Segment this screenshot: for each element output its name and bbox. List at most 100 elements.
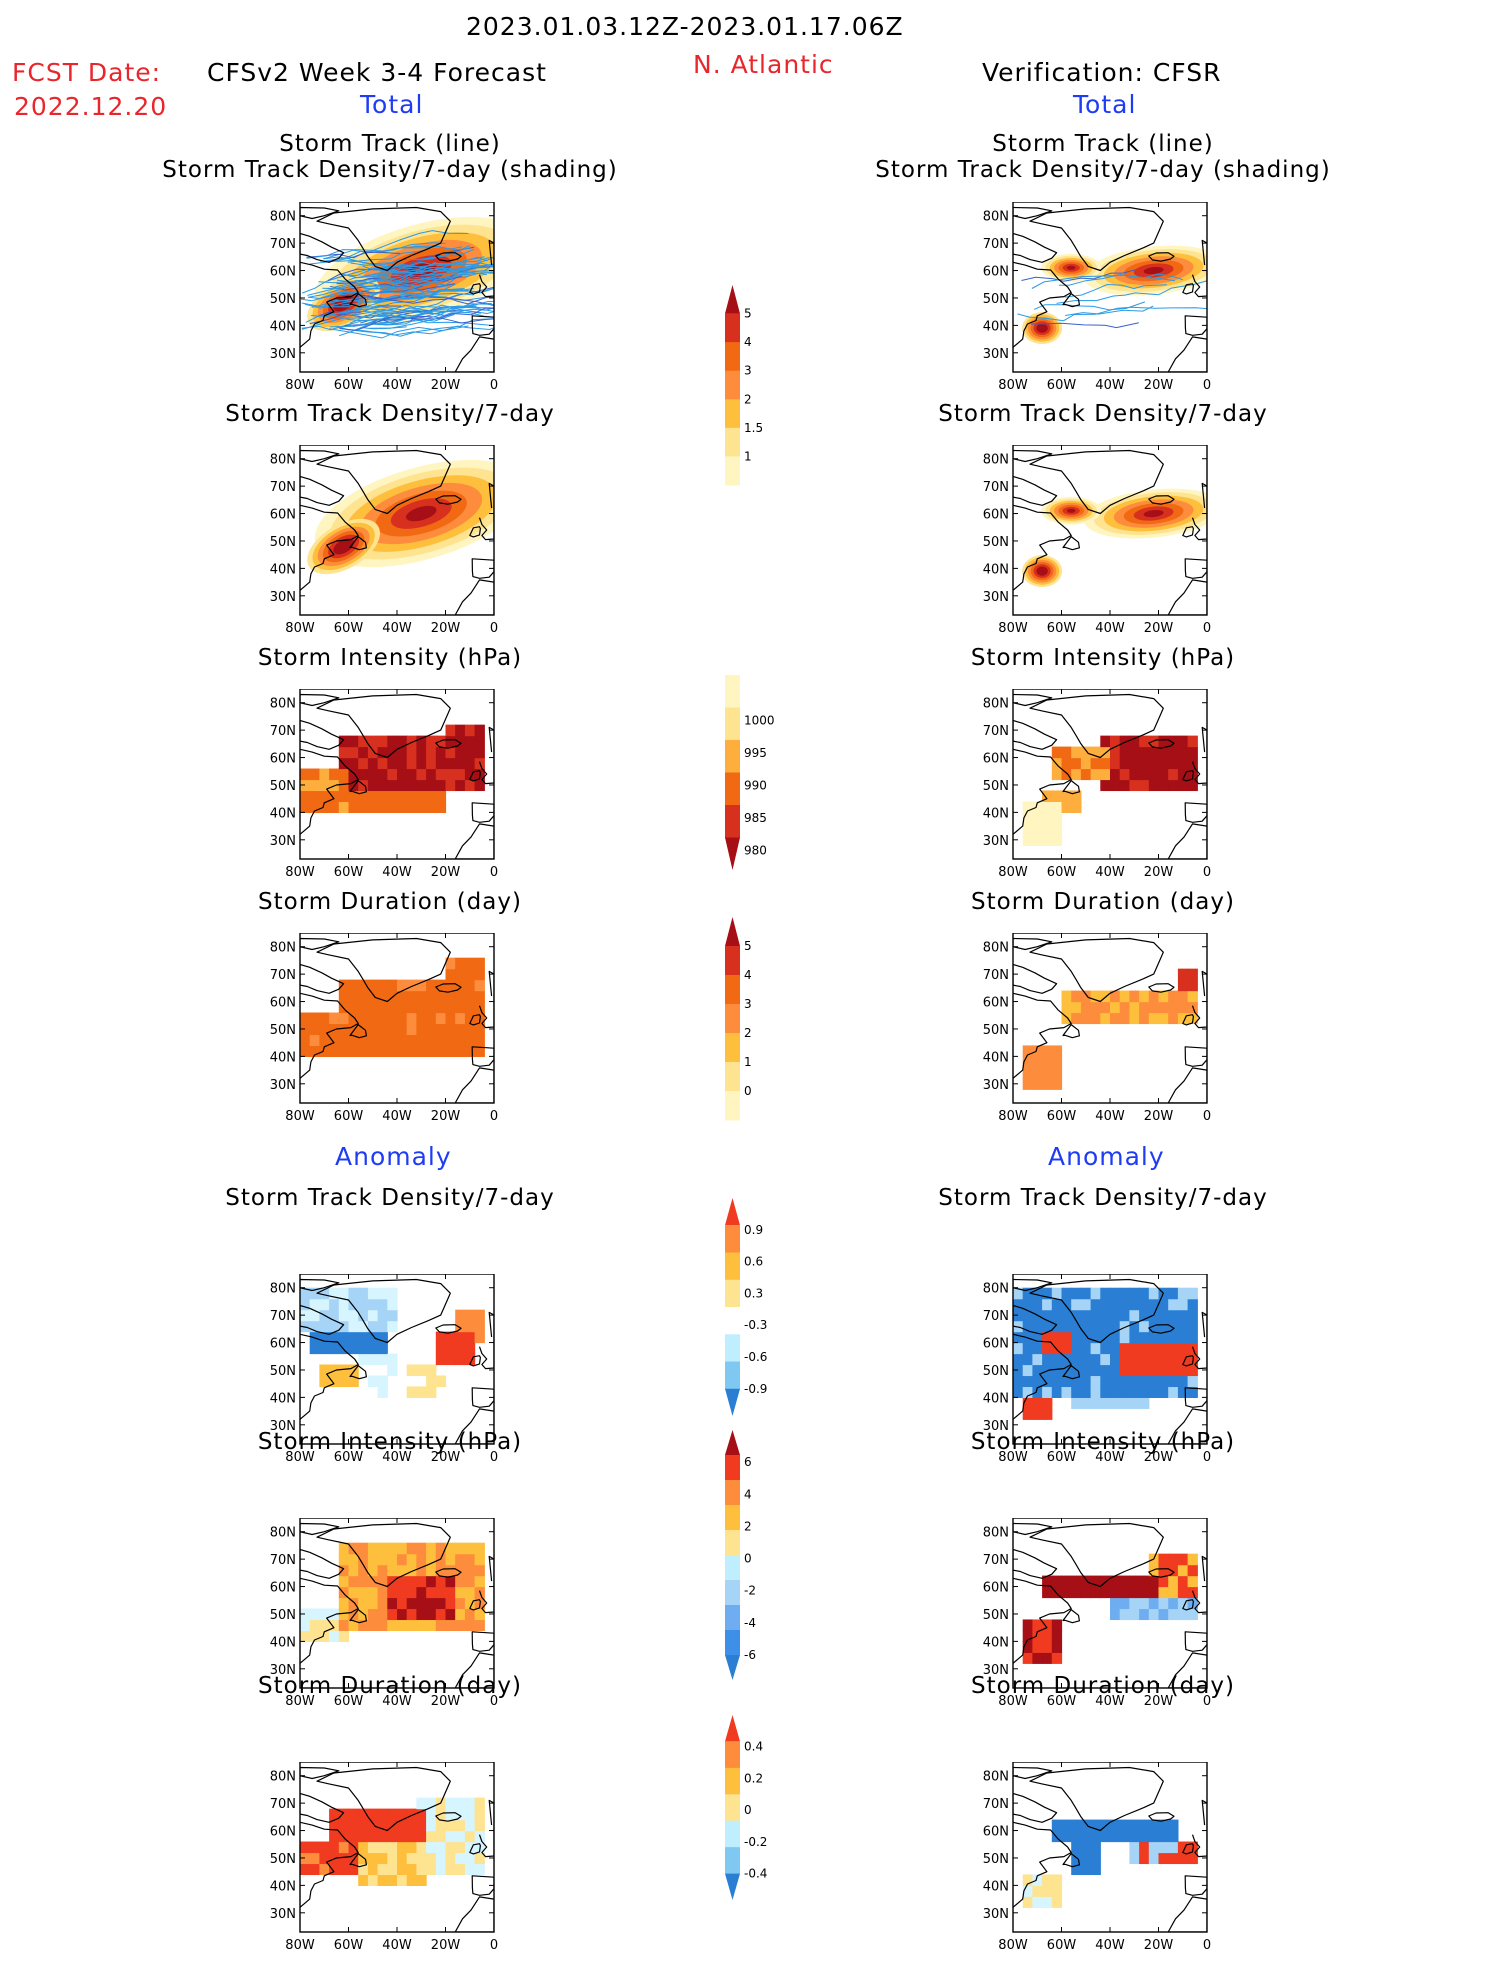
grid-cell bbox=[464, 757, 476, 770]
grid-cell bbox=[1071, 1819, 1082, 1832]
grid-cell bbox=[464, 990, 476, 1003]
grid-cell bbox=[377, 990, 388, 1003]
grid-cell bbox=[319, 1012, 330, 1025]
grid-cell bbox=[377, 757, 388, 770]
grid-cell bbox=[319, 1298, 330, 1311]
grid-cell bbox=[1090, 1586, 1101, 1599]
grid-cell bbox=[1187, 1564, 1198, 1577]
grid-cell bbox=[377, 1331, 388, 1344]
right-p4-duration-map: 80N 70N 60N 50N 40N 30N 80W 60W 40W 20W 0 bbox=[965, 932, 1219, 1133]
grid-cell bbox=[1042, 1885, 1053, 1897]
left-p7-duration-anom-map-svg: 80N 70N 60N 50N 40N 30N 80W 60W 40W 20W 0 bbox=[270, 1761, 498, 1953]
colorbar-tick-label: 5 bbox=[744, 307, 752, 321]
grid-cell bbox=[367, 1863, 379, 1876]
colorbar-swatch bbox=[725, 1307, 740, 1335]
grid-cell bbox=[338, 1852, 350, 1865]
grid-cell bbox=[1022, 801, 1033, 813]
grid-cell bbox=[1177, 1375, 1189, 1388]
left-p1-title-line: Storm Track (line) bbox=[279, 131, 501, 157]
grid-cell bbox=[435, 790, 447, 803]
grid-cell bbox=[416, 1808, 427, 1821]
grid-cell bbox=[455, 1808, 466, 1821]
right-p3-intensity-map: 80N 70N 60N 50N 40N 30N 80W 60W 40W 20W 0 bbox=[965, 688, 1219, 889]
grid-cell bbox=[387, 1852, 398, 1865]
grid-cell bbox=[1187, 735, 1198, 748]
grid-cell bbox=[1119, 1331, 1130, 1344]
grid-cell bbox=[309, 1023, 320, 1036]
colorbar-swatch bbox=[725, 1873, 740, 1900]
grid-cell bbox=[1061, 757, 1072, 770]
coastline bbox=[300, 449, 494, 615]
right-p2-density-map: 80N 70N 60N 50N 40N 30N 80W 60W 40W 20W 0 bbox=[965, 444, 1219, 645]
grid-cell bbox=[435, 768, 447, 781]
grid-cell bbox=[1158, 1819, 1169, 1832]
grid-cell bbox=[1168, 1331, 1179, 1344]
grid-cell bbox=[1080, 1830, 1092, 1843]
grid-cell bbox=[329, 1012, 340, 1025]
grid-cell bbox=[426, 1542, 437, 1555]
right-p5-title: Storm Track Density/7-day bbox=[938, 1185, 1268, 1211]
lon-tick-label: 20W bbox=[431, 1694, 461, 1709]
colorbar-tick-label: 2 bbox=[744, 1026, 752, 1040]
grid-cell bbox=[367, 1023, 379, 1036]
grid-cell bbox=[367, 801, 379, 813]
grid-cell bbox=[377, 1001, 388, 1014]
lat-tick-label: 50N bbox=[270, 1608, 296, 1623]
grid-cell bbox=[338, 779, 350, 792]
grid-cell bbox=[367, 779, 379, 792]
lon-tick-label: 0 bbox=[490, 865, 498, 880]
grid-cell bbox=[406, 990, 417, 1003]
grid-cell bbox=[1032, 1056, 1043, 1068]
left-p5-density-anom-map-svg: 80N 70N 60N 50N 40N 30N 80W 60W 40W 20W 0 bbox=[270, 1273, 498, 1465]
region-label: N. Atlantic bbox=[693, 50, 834, 79]
grid-cell bbox=[1042, 1586, 1053, 1599]
grid-cell bbox=[319, 1375, 330, 1388]
storm-track-line bbox=[1065, 305, 1154, 316]
grid-cell bbox=[445, 1808, 456, 1821]
grid-cell bbox=[435, 1001, 447, 1014]
grid-cell bbox=[338, 1830, 350, 1843]
lat-tick-label: 70N bbox=[270, 968, 296, 983]
grid-cell bbox=[455, 968, 466, 981]
grid-cell bbox=[435, 1863, 447, 1876]
grid-cell bbox=[1139, 1830, 1150, 1843]
lat-tick-label: 50N bbox=[270, 1023, 296, 1038]
grid-cell bbox=[1051, 1586, 1063, 1599]
storm-track-line bbox=[330, 256, 494, 281]
grid-cell bbox=[1071, 768, 1082, 781]
grid-cell bbox=[435, 801, 447, 813]
lon-tick-label: 40W bbox=[1095, 378, 1125, 393]
grid-cell bbox=[1061, 790, 1072, 803]
grid-cell bbox=[416, 1542, 427, 1555]
grid-cell bbox=[1187, 746, 1198, 759]
lon-tick-label: 60W bbox=[1047, 621, 1077, 636]
grid-cell bbox=[1032, 1298, 1043, 1311]
grid-cell bbox=[1080, 1287, 1092, 1300]
grid-cell bbox=[1051, 757, 1063, 770]
grid-cell bbox=[406, 801, 417, 813]
lon-tick-label: 0 bbox=[490, 1938, 498, 1953]
grid-cell bbox=[455, 1586, 466, 1599]
grid-cell bbox=[358, 1012, 369, 1025]
grid-cell bbox=[387, 1586, 398, 1599]
grid-cell bbox=[348, 1364, 359, 1377]
lat-tick-label: 70N bbox=[270, 1309, 296, 1324]
grid-cell bbox=[300, 1863, 311, 1876]
grid-cell bbox=[1129, 757, 1140, 770]
lat-tick-label: 30N bbox=[270, 590, 296, 605]
grid-cell bbox=[367, 1298, 379, 1311]
grid-cell bbox=[397, 801, 408, 813]
grid-cell bbox=[455, 1619, 466, 1632]
grid-cell bbox=[455, 1034, 466, 1047]
grid-cell bbox=[358, 1830, 369, 1843]
grid-cell bbox=[1139, 1819, 1150, 1832]
grid-cell bbox=[1071, 1575, 1082, 1588]
grid-cell bbox=[464, 1841, 476, 1854]
left-p6-title: Storm Intensity (hPa) bbox=[257, 1429, 523, 1455]
grid-cell bbox=[1139, 1841, 1150, 1854]
lon-tick-label: 40W bbox=[1095, 1109, 1125, 1124]
grid-cell bbox=[397, 1863, 408, 1876]
grid-cell bbox=[338, 1586, 350, 1599]
grid-cell bbox=[1177, 757, 1189, 770]
grid-cell bbox=[358, 1342, 369, 1355]
